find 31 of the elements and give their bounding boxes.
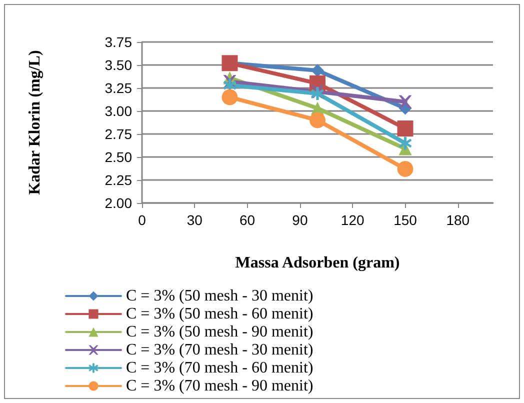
point	[310, 112, 326, 128]
legend-label: C = 3% (50 mesh - 90 menit)	[126, 324, 314, 340]
legend-label: C = 3% (50 mesh - 30 menit)	[126, 288, 314, 304]
x-tick-label: 180	[446, 212, 470, 228]
y-tick-label: 2.75	[104, 126, 132, 142]
legend-label: C = 3% (50 mesh - 60 menit)	[126, 306, 314, 322]
point	[397, 160, 414, 177]
y-tick-label: 3.00	[104, 103, 132, 119]
point	[397, 120, 414, 136]
x-tick-label: 90	[292, 212, 308, 228]
y-tick-label: 3.25	[104, 80, 132, 96]
point	[398, 136, 412, 150]
y-tick-label: 3.50	[104, 57, 132, 73]
point	[311, 64, 324, 78]
y-tick-label: 3.75	[104, 34, 132, 50]
point	[223, 78, 236, 92]
x-tick-label: 30	[186, 212, 203, 228]
x-tick-label: 0	[138, 212, 146, 228]
y-axis-title: Kadar Klorin (mg/L)	[26, 50, 44, 195]
point	[398, 95, 412, 108]
point	[222, 89, 238, 106]
x-axis-title: Massa Adsorben (gram)	[235, 254, 400, 272]
y-tick-label: 2.25	[104, 172, 132, 188]
x-tick-label: 150	[394, 212, 418, 228]
legend-label: C = 3% (70 mesh - 60 menit)	[126, 360, 314, 376]
y-tick-label: 2.50	[104, 149, 132, 165]
x-tick-label: 60	[240, 212, 256, 228]
x-tick-label: 120	[340, 212, 364, 228]
legend-label: C = 3% (70 mesh - 90 menit)	[126, 378, 314, 394]
legend-label: C = 3% (70 mesh - 30 menit)	[126, 342, 314, 358]
y-tick-label: 2.00	[104, 195, 132, 211]
